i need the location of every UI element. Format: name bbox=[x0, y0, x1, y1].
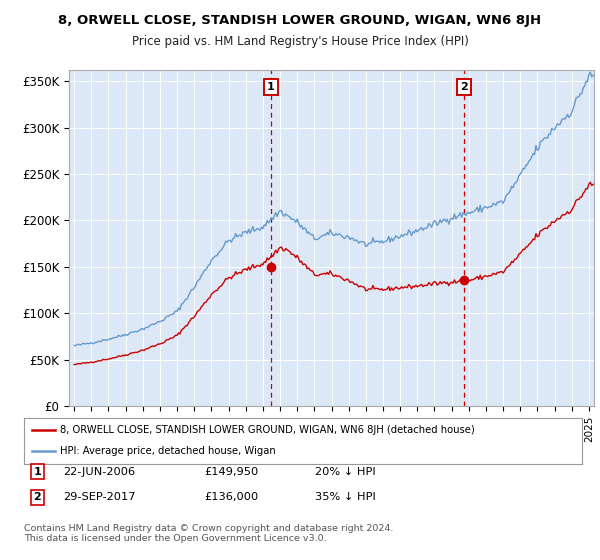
Text: £149,950: £149,950 bbox=[204, 466, 258, 477]
Bar bbox=[271, 70, 464, 406]
Text: This data is licensed under the Open Government Licence v3.0.: This data is licensed under the Open Gov… bbox=[24, 534, 326, 543]
Text: 1: 1 bbox=[34, 466, 41, 477]
Text: HPI: Average price, detached house, Wigan: HPI: Average price, detached house, Wiga… bbox=[60, 446, 276, 456]
Text: 35% ↓ HPI: 35% ↓ HPI bbox=[314, 492, 376, 502]
Text: 8, ORWELL CLOSE, STANDISH LOWER GROUND, WIGAN, WN6 8JH (detached house): 8, ORWELL CLOSE, STANDISH LOWER GROUND, … bbox=[60, 425, 475, 435]
Text: 22-JUN-2006: 22-JUN-2006 bbox=[63, 466, 135, 477]
Text: 2: 2 bbox=[34, 492, 41, 502]
Text: £136,000: £136,000 bbox=[204, 492, 258, 502]
Text: 20% ↓ HPI: 20% ↓ HPI bbox=[314, 466, 376, 477]
Text: Price paid vs. HM Land Registry's House Price Index (HPI): Price paid vs. HM Land Registry's House … bbox=[131, 35, 469, 48]
Text: 1: 1 bbox=[267, 82, 275, 92]
Text: 8, ORWELL CLOSE, STANDISH LOWER GROUND, WIGAN, WN6 8JH: 8, ORWELL CLOSE, STANDISH LOWER GROUND, … bbox=[58, 14, 542, 27]
Text: 29-SEP-2017: 29-SEP-2017 bbox=[63, 492, 135, 502]
Text: 2: 2 bbox=[461, 82, 469, 92]
Text: Contains HM Land Registry data © Crown copyright and database right 2024.: Contains HM Land Registry data © Crown c… bbox=[24, 524, 394, 533]
